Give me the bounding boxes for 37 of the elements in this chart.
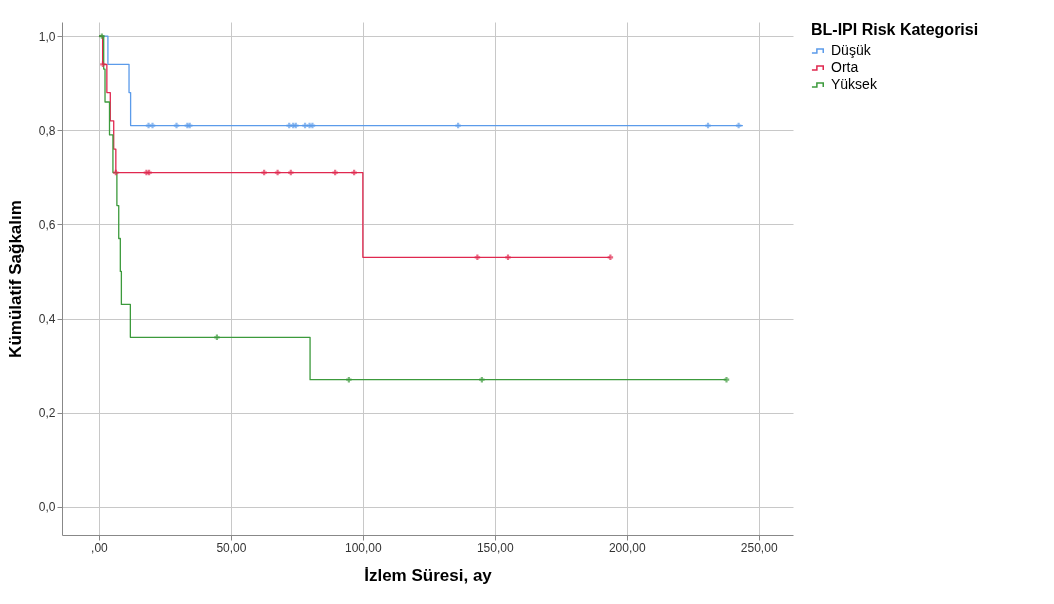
point <box>705 122 711 129</box>
legend-label: Yüksek <box>831 76 878 92</box>
point <box>145 122 152 129</box>
point <box>214 334 220 341</box>
point <box>149 122 156 129</box>
x-tick-label: ,00 <box>91 540 109 555</box>
point <box>735 122 742 129</box>
x-tick-label: 150,00 <box>476 540 514 555</box>
point <box>99 33 105 39</box>
x-axis-title: İzlem Süresi, ay <box>364 565 493 585</box>
y-tick-label: 0,4 <box>38 312 56 326</box>
point <box>261 169 267 176</box>
y-tick-label: 0,0 <box>38 500 56 515</box>
y-axis-title: Kümülatif Sağkalım <box>5 200 25 358</box>
x-tick-label: 100,00 <box>344 540 383 555</box>
point <box>351 169 357 176</box>
point <box>113 169 119 176</box>
x-tick-label: 200,00 <box>608 540 646 555</box>
point <box>302 122 308 129</box>
legend-title: BL-IPI Risk Kategorisi <box>811 21 979 38</box>
y-tick-label: 1,0 <box>38 29 56 44</box>
legend-label: Orta <box>831 59 859 75</box>
y-tick-label: 0,8 <box>38 123 56 138</box>
point <box>173 122 180 129</box>
point <box>100 61 106 68</box>
point <box>455 122 461 129</box>
point <box>332 169 338 176</box>
point <box>505 254 511 261</box>
y-tick-label: 0,6 <box>38 217 56 232</box>
point <box>288 169 294 176</box>
point <box>346 376 352 383</box>
x-tick-label: 50,00 <box>216 540 247 555</box>
y-tick-label: 0,2 <box>38 406 56 421</box>
point <box>723 376 730 383</box>
legend-label: Düşük <box>831 42 872 58</box>
x-tick-label: 250,00 <box>740 540 778 555</box>
point <box>479 376 485 383</box>
